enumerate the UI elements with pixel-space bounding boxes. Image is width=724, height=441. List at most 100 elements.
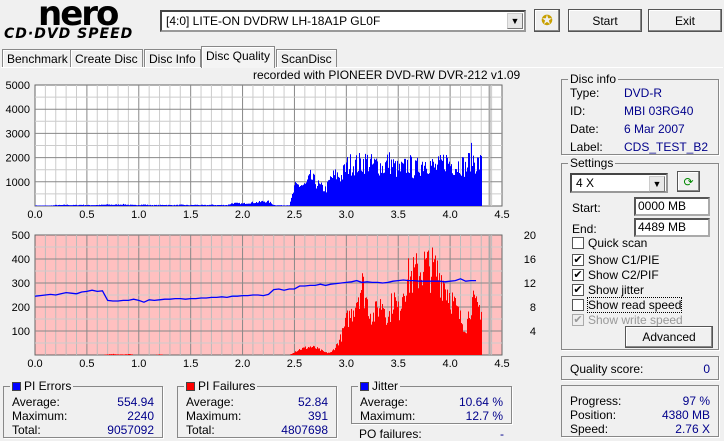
disc-info-group: Disc info Type: DVD-R ID: MBI 03RG40 Date: 6 … [561, 72, 719, 155]
speed-select-value: 4 X [576, 176, 595, 190]
tab-disc-info[interactable]: Disc Info [144, 49, 201, 68]
x-tick-label: 2.5 [287, 358, 302, 370]
pi-errors-bars [35, 142, 482, 206]
po-failures-row: PO failures: - [359, 427, 504, 441]
drive-info-button[interactable]: ✪ [534, 9, 560, 32]
checkbox-icon: ✔ [572, 269, 584, 281]
x-tick-label: 3.5 [391, 209, 406, 221]
stat-row: Average: 10.64 % [360, 395, 503, 409]
y-tick-label: 5000 [6, 80, 30, 92]
stat-value: 2240 [127, 409, 154, 423]
checkbox-show-c1-pie[interactable]: ✔ Show C1/PIE [572, 253, 659, 267]
x-tick-label: 1.5 [183, 358, 198, 370]
stat-value: 97 % [682, 394, 710, 408]
exit-button[interactable]: Exit [648, 9, 722, 32]
checkbox-show-jitter[interactable]: ✔ Show jitter [572, 283, 644, 297]
stat-row: Label: CDS_TEST_B2 [570, 140, 710, 154]
y-tick-label: 300 [12, 278, 30, 290]
pi-failures-legend-icon [186, 381, 195, 391]
quality-score-value: 0 [703, 362, 710, 376]
stat-row: Maximum: 391 [186, 409, 328, 423]
stat-value: 554.94 [117, 395, 154, 409]
checkbox-label: Show write speed [588, 313, 683, 327]
chart-caption: recorded with PIONEER DVD-RW DVR-212 v1.… [253, 68, 521, 82]
settings-title: Settings [568, 156, 616, 170]
y-tick-label: 500 [12, 230, 30, 242]
tab-create-disc[interactable]: Create Disc [70, 49, 143, 68]
x-tick-label: 3.0 [339, 209, 354, 221]
chevron-down-icon[interactable]: ▼ [507, 13, 523, 29]
y-tick-label: 100 [12, 326, 30, 338]
stat-value: MBI 03RG40 [624, 104, 694, 118]
quality-score-label: Quality score: [570, 362, 644, 376]
pi-errors-legend-icon [12, 381, 21, 391]
disc-quality-charts: 0.0 0.5 1.0 1.5 2.0 2.5 3.0 3.5 4.0 4.5 5000 4000 30… [6, 80, 536, 370]
checkbox-label: Show C1/PIE [588, 253, 660, 267]
cd-dvd-speed-logo: CD·DVD SPEED [4, 26, 134, 42]
drive-select[interactable]: [4:0] LITE-ON DVDRW LH-18A1P GL0F ▼ [160, 10, 526, 32]
chevron-down-icon[interactable]: ▼ [649, 176, 665, 192]
checkbox-show-read-speed[interactable]: Show read speed [572, 297, 683, 313]
stat-row: Total: 9057092 [12, 423, 154, 437]
x-tick-label: 0.5 [79, 209, 94, 221]
x-tick-label: 1.0 [131, 358, 146, 370]
start-button[interactable]: Start [568, 9, 642, 32]
checkbox-show-write-speed[interactable]: ✔ Show write speed [572, 313, 683, 327]
stat-row: Average: 554.94 [12, 395, 154, 409]
stat-value: 4380 MB [661, 408, 710, 422]
refresh-button[interactable]: ⟳ [677, 171, 700, 192]
tab-panel [1, 67, 723, 441]
quality-score-group: Quality score: 0 [561, 356, 719, 380]
checkbox-label: Show read speed [586, 297, 683, 313]
checkbox-icon: ✔ [572, 284, 584, 296]
stat-label: Maximum: [12, 409, 68, 423]
tab-disc-quality[interactable]: Disc Quality [201, 46, 276, 68]
advanced-button[interactable]: Advanced [625, 326, 713, 348]
tab-scandisc[interactable]: ScanDisc [276, 49, 337, 68]
stat-label: Average: [186, 395, 234, 409]
end-input[interactable]: 4489 MB [634, 218, 710, 237]
tab-benchmark[interactable]: Benchmark [2, 49, 73, 68]
stat-row: Total: 4807698 [186, 423, 328, 437]
x-tick-label: 4.5 [494, 209, 509, 221]
stat-label: Label: [570, 140, 603, 154]
progress-group: Progress: 97 % Position: 4380 MB Speed: 2.76 … [561, 385, 719, 437]
end-label: End: [572, 222, 597, 236]
checkbox-icon [572, 299, 584, 311]
drive-select-value: [4:0] LITE-ON DVDRW LH-18A1P GL0F [166, 14, 381, 28]
checkbox-label: Quick scan [588, 236, 648, 250]
x-tick-label: 0.0 [27, 209, 42, 221]
stat-label: Average: [12, 395, 60, 409]
jitter-title: Jitter [372, 379, 399, 393]
disc-info-title: Disc info [568, 72, 619, 86]
x-tick-label: 4.5 [494, 358, 509, 370]
pi-errors-title: PI Errors [24, 379, 72, 393]
x-tick-label: 0.0 [27, 358, 42, 370]
checkbox-show-c2-pif[interactable]: ✔ Show C2/PIF [572, 268, 659, 282]
speed-select[interactable]: 4 X ▼ [570, 173, 668, 193]
refresh-icon: ⟳ [683, 174, 694, 189]
stat-value: CDS_TEST_B2 [624, 140, 709, 154]
checkbox-quick-scan[interactable]: Quick scan [572, 236, 647, 250]
start-label: Start: [572, 201, 601, 215]
stat-row: Maximum: 2240 [12, 409, 154, 423]
checkbox-icon: ✔ [572, 314, 584, 326]
start-input[interactable]: 0000 MB [634, 197, 710, 216]
po-failures-label: PO failures: [359, 427, 422, 441]
stat-label: Total: [186, 423, 215, 437]
stat-value: 4807698 [281, 423, 328, 437]
nero-logo: nero [38, 0, 119, 34]
x-tick-label: 2.0 [235, 209, 250, 221]
checkbox-icon: ✔ [572, 254, 584, 266]
stat-value: DVD-R [624, 86, 662, 100]
checkbox-label: Show jitter [588, 283, 645, 297]
y2-tick-label: 16 [524, 254, 536, 266]
stat-label: Total: [12, 423, 41, 437]
stat-label: Progress: [570, 394, 622, 408]
x-tick-label: 4.0 [442, 358, 457, 370]
stat-row: Progress: 97 % [570, 394, 710, 408]
stat-value: 9057092 [107, 423, 154, 437]
pi-errors-group: PI Errors Average: 554.94 Maximum: 2240 Total… [3, 379, 163, 438]
stat-label: Maximum: [186, 409, 242, 423]
jitter-group: Jitter Average: 10.64 % Maximum: 12.7 % [351, 379, 512, 424]
